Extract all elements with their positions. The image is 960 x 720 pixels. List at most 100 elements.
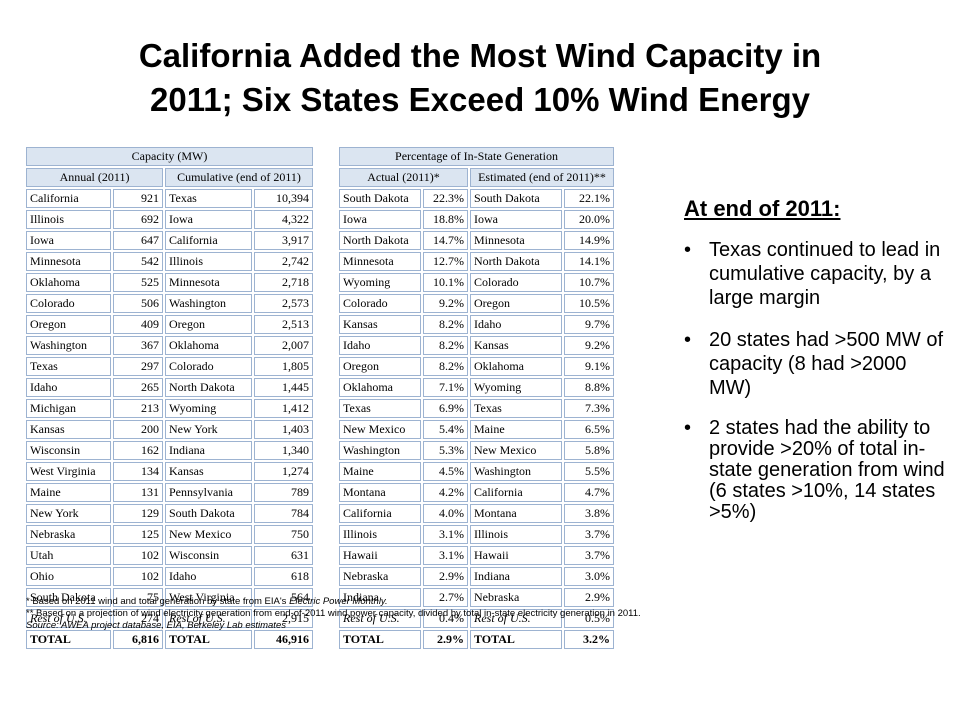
state-cell: North Dakota xyxy=(165,378,252,397)
state-cell: Rest of U.S. xyxy=(26,609,111,628)
value-cell: 6,816 xyxy=(113,630,163,649)
value-cell: 0.4% xyxy=(423,609,468,628)
value-cell: 4.5% xyxy=(423,462,468,481)
table-row: Kansas 200 New York 1,403 xyxy=(26,420,313,439)
value-cell: 2.9% xyxy=(564,588,614,607)
value-cell: 14.1% xyxy=(564,252,614,271)
value-cell: 1,340 xyxy=(254,441,313,460)
state-cell: South Dakota xyxy=(339,189,421,208)
value-cell: 409 xyxy=(113,315,163,334)
capacity-table: Capacity (MW) Annual (2011) Cumulative (… xyxy=(24,145,315,651)
table-row: Kansas 8.2% Idaho 9.7% xyxy=(339,315,614,334)
value-cell: 8.2% xyxy=(423,315,468,334)
value-cell: 3.7% xyxy=(564,546,614,565)
value-cell: 22.1% xyxy=(564,189,614,208)
state-cell: Utah xyxy=(26,546,111,565)
source-note: Source: AWEA project database, EIA, Berk… xyxy=(26,620,286,631)
state-cell: Indiana xyxy=(339,588,421,607)
table-row: Texas 6.9% Texas 7.3% xyxy=(339,399,614,418)
state-cell: South Dakota xyxy=(165,504,252,523)
summary-bullet-2: • 20 states had >500 MW of capacity (8 ha… xyxy=(684,328,954,400)
summary-bullet-3: • 2 states had the ability to provide >20… xyxy=(684,418,954,523)
state-cell: Illinois xyxy=(26,210,111,229)
table-row: Washington 5.3% New Mexico 5.8% xyxy=(339,441,614,460)
state-cell: TOTAL xyxy=(26,630,111,649)
state-cell: TOTAL xyxy=(470,630,562,649)
value-cell: 9.2% xyxy=(423,294,468,313)
capacity-header: Capacity (MW) xyxy=(26,147,313,166)
value-cell: 4,322 xyxy=(254,210,313,229)
state-cell: West Virginia xyxy=(165,588,252,607)
value-cell: 274 xyxy=(113,609,163,628)
table-row: Rest of U.S. 0.4% Rest of U.S. 0.5% xyxy=(339,609,614,628)
state-cell: New York xyxy=(26,504,111,523)
value-cell: 3.1% xyxy=(423,525,468,544)
summary-panel: At end of 2011: • Texas continued to lead… xyxy=(684,196,954,541)
state-cell: South Dakota xyxy=(470,189,562,208)
value-cell: 921 xyxy=(113,189,163,208)
value-cell: 8.8% xyxy=(564,378,614,397)
state-cell: Minnesota xyxy=(26,252,111,271)
value-cell: 7.1% xyxy=(423,378,468,397)
table-row: Indiana 2.7% Nebraska 2.9% xyxy=(339,588,614,607)
state-cell: Montana xyxy=(470,504,562,523)
value-cell: 8.2% xyxy=(423,357,468,376)
table-row: Washington 367 Oklahoma 2,007 xyxy=(26,336,313,355)
value-cell: 3.8% xyxy=(564,504,614,523)
value-cell: 5.4% xyxy=(423,420,468,439)
state-cell: Idaho xyxy=(470,315,562,334)
table-row: Montana 4.2% California 4.7% xyxy=(339,483,614,502)
value-cell: 10,394 xyxy=(254,189,313,208)
value-cell: 18.8% xyxy=(423,210,468,229)
state-cell: Montana xyxy=(339,483,421,502)
state-cell: South Dakota xyxy=(26,588,111,607)
value-cell: 2,915 xyxy=(254,609,313,628)
state-cell: Washington xyxy=(339,441,421,460)
state-cell: Oregon xyxy=(26,315,111,334)
state-cell: Oklahoma xyxy=(165,336,252,355)
state-cell: Illinois xyxy=(165,252,252,271)
table-row: Nebraska 2.9% Indiana 3.0% xyxy=(339,567,614,586)
cumulative-header: Cumulative (end of 2011) xyxy=(165,168,313,187)
state-cell: Colorado xyxy=(339,294,421,313)
state-cell: Idaho xyxy=(26,378,111,397)
table-row: Idaho 8.2% Kansas 9.2% xyxy=(339,336,614,355)
value-cell: 14.9% xyxy=(564,231,614,250)
table-row: Texas 297 Colorado 1,805 xyxy=(26,357,313,376)
value-cell: 213 xyxy=(113,399,163,418)
value-cell: 5.3% xyxy=(423,441,468,460)
value-cell: 8.2% xyxy=(423,336,468,355)
summary-bullet-3-text: 2 states had the ability to provide >20%… xyxy=(709,417,945,523)
state-cell: Wisconsin xyxy=(165,546,252,565)
state-cell: TOTAL xyxy=(339,630,421,649)
footnotes: * Based on 2011 wind and total generatio… xyxy=(26,596,666,632)
state-cell: Hawaii xyxy=(339,546,421,565)
state-cell: Maine xyxy=(339,462,421,481)
table-row: Oregon 8.2% Oklahoma 9.1% xyxy=(339,357,614,376)
state-cell: Nebraska xyxy=(26,525,111,544)
state-cell: Minnesota xyxy=(470,231,562,250)
summary-heading: At end of 2011: xyxy=(684,196,841,221)
state-cell: Illinois xyxy=(339,525,421,544)
table-row: Iowa 18.8% Iowa 20.0% xyxy=(339,210,614,229)
value-cell: 131 xyxy=(113,483,163,502)
total-row: TOTAL 6,816 TOTAL 46,916 xyxy=(26,630,313,649)
footnote-1-italic: Electric Power Monthly. xyxy=(289,596,388,607)
value-cell: 3.2% xyxy=(564,630,614,649)
summary-bullet-1-text: Texas continued to lead in cumulative ca… xyxy=(709,239,941,309)
table-row: Oklahoma 7.1% Wyoming 8.8% xyxy=(339,378,614,397)
value-cell: 134 xyxy=(113,462,163,481)
table-row: South Dakota 75 West Virginia 564 xyxy=(26,588,313,607)
value-cell: 5.8% xyxy=(564,441,614,460)
state-cell: New Mexico xyxy=(165,525,252,544)
state-cell: Colorado xyxy=(26,294,111,313)
value-cell: 4.2% xyxy=(423,483,468,502)
state-cell: Washington xyxy=(470,462,562,481)
table-row: Michigan 213 Wyoming 1,412 xyxy=(26,399,313,418)
value-cell: 3,917 xyxy=(254,231,313,250)
value-cell: 1,445 xyxy=(254,378,313,397)
table-row: Rest of U.S. 274 Rest of U.S. 2,915 xyxy=(26,609,313,628)
bullet-icon: • xyxy=(684,239,692,261)
state-cell: Iowa xyxy=(26,231,111,250)
summary-bullet-2-text: 20 states had >500 MW of capacity (8 had… xyxy=(709,329,944,399)
